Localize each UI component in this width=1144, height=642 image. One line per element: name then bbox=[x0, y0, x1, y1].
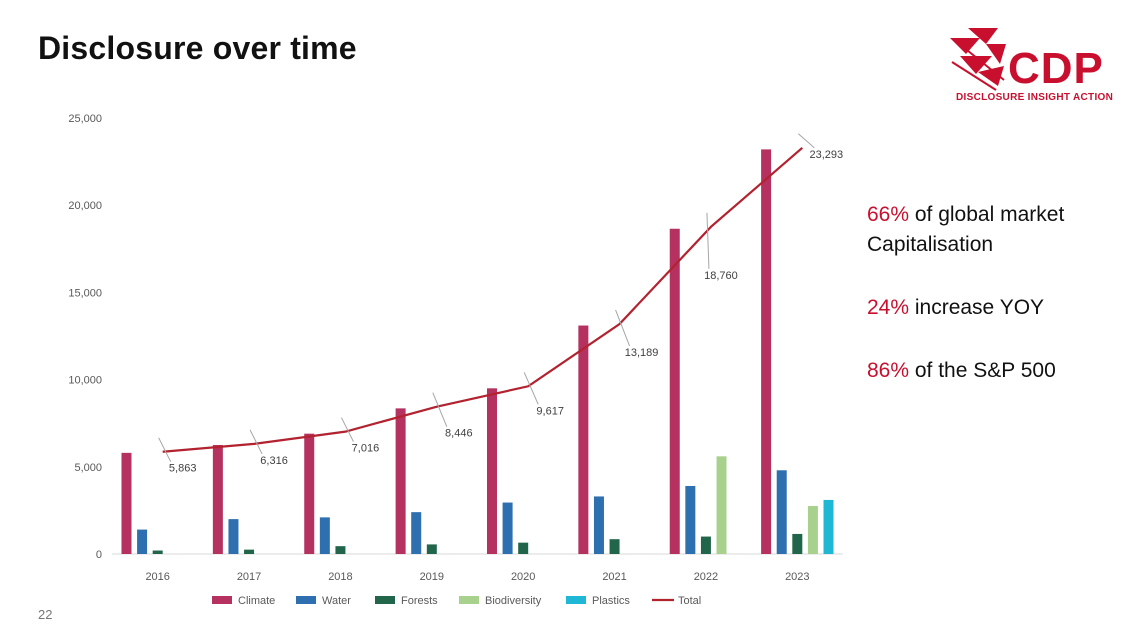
total-label-2022: 18,760 bbox=[704, 270, 738, 282]
legend-label-water: Water bbox=[322, 595, 351, 607]
bar-forests-2018 bbox=[335, 546, 346, 554]
total-label-leader bbox=[797, 133, 815, 149]
y-tick-label: 15,000 bbox=[68, 287, 102, 299]
bar-climate-2023 bbox=[761, 149, 772, 554]
total-label-2017: 6,316 bbox=[260, 455, 288, 467]
bar-forests-2023 bbox=[792, 533, 803, 554]
total-label-2020: 9,617 bbox=[536, 405, 564, 417]
total-label-leader bbox=[432, 392, 448, 427]
total-label-leader bbox=[249, 429, 263, 455]
y-tick-label: 10,000 bbox=[68, 375, 102, 387]
bar-climate-2019 bbox=[395, 408, 406, 554]
x-tick-label: 2019 bbox=[420, 571, 444, 583]
bar-climate-2020 bbox=[486, 388, 497, 554]
legend-label-plastics: Plastics bbox=[592, 595, 630, 607]
bar-climate-2016 bbox=[121, 452, 132, 554]
bar-biodiversity-2022 bbox=[716, 456, 727, 554]
x-tick-label: 2020 bbox=[511, 571, 535, 583]
total-label-2016: 5,863 bbox=[169, 463, 197, 475]
legend-swatch-climate bbox=[212, 596, 232, 604]
cdp-logo-mark bbox=[950, 28, 1006, 91]
slide-title: Disclosure over time bbox=[38, 30, 357, 66]
total-label-leader bbox=[615, 309, 631, 347]
bar-water-2023 bbox=[776, 470, 787, 554]
x-tick-label: 2021 bbox=[602, 571, 626, 583]
stat-market-cap-text: of global market Capitalisation bbox=[867, 203, 1065, 256]
bar-forests-2021 bbox=[609, 539, 620, 554]
x-tick-label: 2018 bbox=[328, 571, 352, 583]
total-label-2023: 23,293 bbox=[809, 149, 843, 161]
bar-forests-2017 bbox=[244, 549, 255, 554]
legend-label-biodiversity: Biodiversity bbox=[485, 595, 542, 607]
total-label-2021: 13,189 bbox=[625, 347, 659, 359]
y-tick-label: 25,000 bbox=[68, 113, 102, 125]
bar-climate-2022 bbox=[669, 228, 680, 554]
stats-panel: 66% of global market Capitalisation 24% … bbox=[867, 200, 1127, 419]
bar-plastics-2023 bbox=[823, 499, 834, 554]
bar-water-2016 bbox=[137, 529, 148, 554]
total-label-2019: 8,446 bbox=[445, 428, 473, 440]
total-label-leader bbox=[523, 372, 539, 405]
total-label-2018: 7,016 bbox=[352, 443, 380, 455]
x-tick-label: 2016 bbox=[145, 571, 169, 583]
bar-water-2021 bbox=[593, 496, 604, 554]
bar-forests-2022 bbox=[700, 536, 711, 554]
bar-forests-2019 bbox=[426, 544, 437, 554]
y-tick-label: 5,000 bbox=[74, 462, 102, 474]
y-tick-label: 0 bbox=[96, 549, 102, 561]
bar-water-2019 bbox=[411, 512, 422, 554]
bar-water-2018 bbox=[319, 517, 330, 554]
x-tick-label: 2022 bbox=[694, 571, 718, 583]
bar-water-2017 bbox=[228, 519, 239, 554]
legend-swatch-forests bbox=[375, 596, 395, 604]
stat-sp500-text: of the S&P 500 bbox=[909, 359, 1056, 382]
stat-sp500-pct: 86% bbox=[867, 359, 910, 382]
legend-swatch-water bbox=[296, 596, 316, 604]
total-line bbox=[162, 146, 804, 453]
legend-swatch-biodiversity bbox=[459, 596, 479, 604]
bar-forests-2016 bbox=[152, 550, 163, 554]
page-number: 22 bbox=[38, 607, 53, 622]
bar-forests-2020 bbox=[518, 542, 529, 554]
bar-water-2020 bbox=[502, 502, 513, 554]
stat-market-cap: 66% of global market Capitalisation bbox=[867, 200, 1127, 260]
legend-swatch-plastics bbox=[566, 596, 586, 604]
stat-yoy-text: increase YOY bbox=[909, 296, 1045, 319]
stat-sp500: 86% of the S&P 500 bbox=[867, 356, 1127, 386]
total-label-leader bbox=[706, 212, 710, 269]
x-tick-label: 2023 bbox=[785, 571, 809, 583]
bar-biodiversity-2023 bbox=[807, 506, 818, 554]
bar-climate-2021 bbox=[578, 325, 589, 554]
logo-tagline: DISCLOSURE INSIGHT ACTION bbox=[956, 92, 1114, 103]
stat-yoy-pct: 24% bbox=[867, 296, 910, 319]
bar-water-2022 bbox=[685, 485, 696, 554]
x-tick-label: 2017 bbox=[237, 571, 261, 583]
bar-climate-2018 bbox=[304, 433, 315, 554]
stat-yoy: 24% increase YOY bbox=[867, 293, 1127, 323]
legend-label-forests: Forests bbox=[401, 595, 438, 607]
stat-market-cap-pct: 66% bbox=[867, 203, 910, 226]
bar-climate-2017 bbox=[212, 445, 223, 554]
total-label-leader bbox=[158, 437, 172, 462]
logo-wordmark: CDP bbox=[1008, 44, 1104, 93]
legend-label-total: Total bbox=[678, 595, 701, 607]
total-label-leader bbox=[340, 417, 354, 442]
legend-label-climate: Climate bbox=[238, 595, 275, 607]
y-tick-label: 20,000 bbox=[68, 200, 102, 212]
